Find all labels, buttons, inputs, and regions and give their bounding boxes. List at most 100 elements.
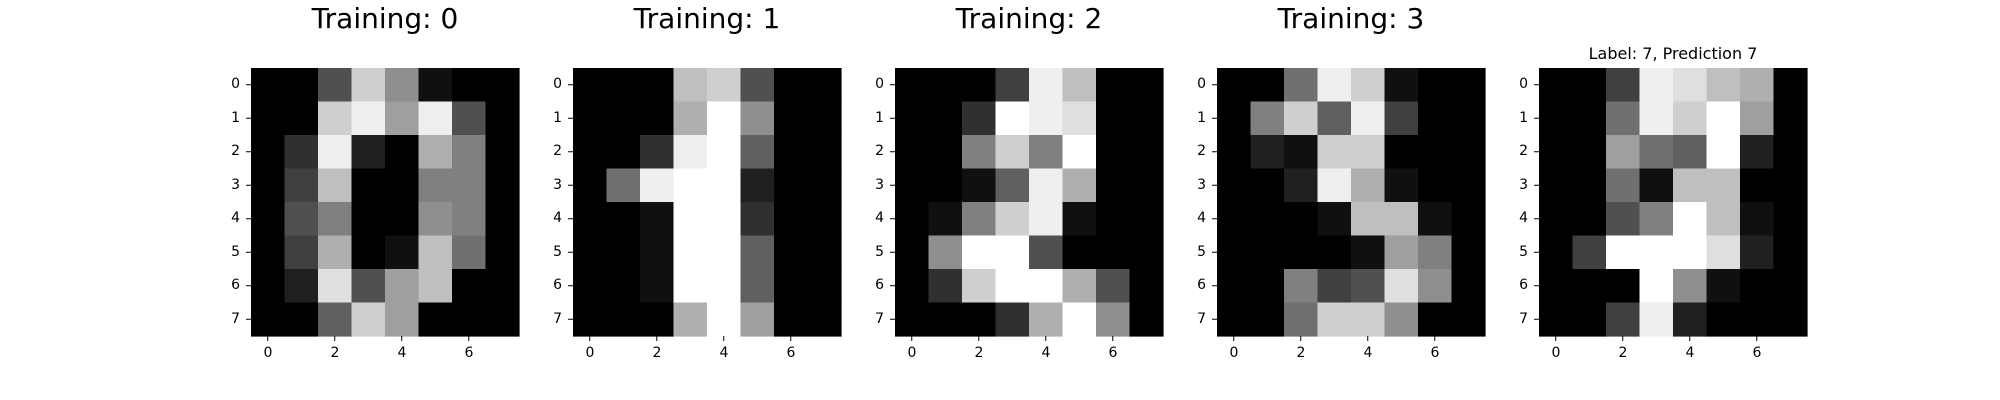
x-tick-label: 0: [1552, 345, 1561, 361]
pixel-cell: [1217, 101, 1252, 136]
pixel-cell: [1062, 135, 1097, 170]
pixel-cell: [962, 302, 997, 337]
y-tick-label: 5: [1197, 244, 1206, 260]
pixel-cell: [318, 269, 353, 304]
pixel-cell: [740, 101, 775, 136]
y-tick-label: 3: [231, 177, 240, 193]
pixel-cell: [606, 101, 641, 136]
pixel-cell: [1572, 68, 1607, 103]
pixel-cell: [452, 168, 487, 203]
pixel-cell: [351, 302, 386, 337]
panel-title: Label: 7, Prediction 7: [1589, 44, 1758, 63]
pixel-cell: [640, 302, 675, 337]
pixel-cell: [1096, 202, 1131, 237]
pixel-cell: [1740, 202, 1775, 237]
pixel-cell: [1096, 235, 1131, 270]
x-tick-label: 0: [586, 345, 595, 361]
pixel-cell: [385, 101, 420, 136]
pixel-cell: [318, 135, 353, 170]
x-tick-label: 2: [1619, 345, 1628, 361]
pixel-cell: [928, 269, 963, 304]
pixel-cell: [995, 68, 1030, 103]
pixel-cell: [251, 235, 286, 270]
pixel-cell: [1129, 168, 1164, 203]
pixel-cell: [807, 269, 842, 304]
pixel-cell: [707, 68, 742, 103]
pixel-cell: [418, 101, 453, 136]
pixel-cell: [928, 68, 963, 103]
y-tick-label: 2: [231, 143, 240, 159]
pixel-cell: [485, 202, 520, 237]
pixel-cell: [673, 135, 708, 170]
pixel-cell: [1250, 269, 1285, 304]
pixel-cell: [1384, 168, 1419, 203]
pixel-cell: [1096, 168, 1131, 203]
pixel-cell: [573, 269, 608, 304]
pixel-cell: [385, 302, 420, 337]
pixel-cell: [1639, 235, 1674, 270]
y-tick-label: 7: [1519, 311, 1528, 327]
pixel-cell: [740, 68, 775, 103]
x-tick-label: 4: [1042, 345, 1051, 361]
pixel-cell: [1606, 68, 1641, 103]
pixel-cell: [1351, 235, 1386, 270]
pixel-cell: [1418, 68, 1453, 103]
pixel-cell: [774, 168, 809, 203]
pixel-cell: [573, 135, 608, 170]
x-tick-label: 2: [653, 345, 662, 361]
pixel-cell: [774, 235, 809, 270]
pixel-cell: [485, 235, 520, 270]
pixel-cell: [1317, 202, 1352, 237]
pixel-cell: [1539, 101, 1574, 136]
y-tick-label: 5: [875, 244, 884, 260]
pixel-cell: [1217, 302, 1252, 337]
y-tick-label: 4: [1197, 210, 1206, 226]
pixel-cell: [895, 302, 930, 337]
pixel-cell: [1673, 135, 1708, 170]
y-tick-label: 1: [231, 110, 240, 126]
pixel-cell: [1351, 135, 1386, 170]
y-tick-label: 5: [553, 244, 562, 260]
pixel-cell: [895, 235, 930, 270]
pixel-cell: [1029, 302, 1064, 337]
pixel-cell: [284, 269, 319, 304]
pixel-cell: [606, 269, 641, 304]
x-tick-label: 2: [1297, 345, 1306, 361]
pixel-cell: [1384, 235, 1419, 270]
pixel-cell: [485, 168, 520, 203]
pixel-cell: [1096, 135, 1131, 170]
pixel-cell: [1451, 235, 1486, 270]
pixel-cell: [1129, 135, 1164, 170]
pixel-cell: [318, 68, 353, 103]
pixel-cell: [673, 235, 708, 270]
pixel-cell: [1740, 302, 1775, 337]
pixel-cell: [284, 168, 319, 203]
panel-training-1: Training: 1 0 1 2 3 4 5 6 7 0 2 4 6: [553, 2, 842, 361]
pixel-cell: [740, 168, 775, 203]
pixel-cell: [1129, 235, 1164, 270]
pixel-cell: [1773, 135, 1808, 170]
y-tick-label: 2: [875, 143, 884, 159]
pixel-cell: [1451, 302, 1486, 337]
pixel-cell: [284, 68, 319, 103]
x-tick-label: 4: [1364, 345, 1373, 361]
y-tick-label: 6: [1519, 277, 1528, 293]
x-tick-label: 4: [720, 345, 729, 361]
pixel-cell: [740, 202, 775, 237]
pixel-cell: [962, 101, 997, 136]
pixel-cell: [1418, 202, 1453, 237]
pixel-cell: [1539, 68, 1574, 103]
pixel-cell: [351, 202, 386, 237]
pixel-cell: [707, 202, 742, 237]
pixel-cell: [1451, 135, 1486, 170]
pixel-cell: [807, 202, 842, 237]
pixel-cell: [385, 269, 420, 304]
pixel-cell: [606, 68, 641, 103]
pixel-cell: [1384, 202, 1419, 237]
pixel-cell: [452, 235, 487, 270]
pixel-cell: [485, 68, 520, 103]
y-tick-label: 7: [1197, 311, 1206, 327]
pixel-cell: [284, 135, 319, 170]
pixel-cell: [606, 135, 641, 170]
x-tick-label: 0: [1230, 345, 1239, 361]
